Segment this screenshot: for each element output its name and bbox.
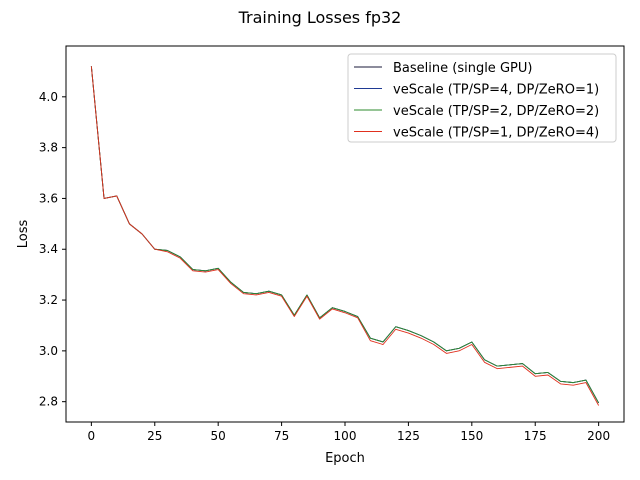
x-tick-label: 50 <box>211 429 226 443</box>
y-tick-label: 3.6 <box>39 191 58 205</box>
y-axis-label: Loss <box>16 220 31 249</box>
x-tick-label: 75 <box>274 429 289 443</box>
x-axis-label: Epoch <box>325 451 365 466</box>
y-tick-label: 3.2 <box>39 293 58 307</box>
x-tick-label: 125 <box>397 429 420 443</box>
legend-label-2: veScale (TP/SP=2, DP/ZeRO=2) <box>393 104 599 119</box>
x-axis: 0 25 50 75 100 125 150 175 200 <box>88 422 610 443</box>
chart-title: Training Losses fp32 <box>238 8 402 27</box>
y-tick-label: 3.8 <box>39 141 58 155</box>
y-tick-label: 3.0 <box>39 344 58 358</box>
series-line-2 <box>90 66 600 404</box>
legend: Baseline (single GPU) veScale (TP/SP=4, D… <box>347 53 617 143</box>
y-tick-label: 4.0 <box>39 90 58 104</box>
series-layer <box>90 66 600 406</box>
x-tick-label: 25 <box>147 429 162 443</box>
x-tick-label: 175 <box>524 429 547 443</box>
x-tick-label: 200 <box>587 429 610 443</box>
legend-label-0: Baseline (single GPU) <box>393 61 532 76</box>
y-axis: 2.8 3.0 3.2 3.4 3.6 3.8 4.0 <box>39 90 66 409</box>
y-tick-label: 2.8 <box>39 395 58 409</box>
legend-label-3: veScale (TP/SP=1, DP/ZeRO=4) <box>393 126 599 141</box>
legend-label-1: veScale (TP/SP=4, DP/ZeRO=1) <box>393 83 599 98</box>
x-tick-label: 0 <box>88 429 96 443</box>
x-tick-label: 150 <box>460 429 483 443</box>
legend-frame <box>347 53 617 143</box>
x-tick-label: 100 <box>334 429 357 443</box>
y-tick-label: 3.4 <box>39 242 58 256</box>
series-line-3 <box>90 66 600 406</box>
